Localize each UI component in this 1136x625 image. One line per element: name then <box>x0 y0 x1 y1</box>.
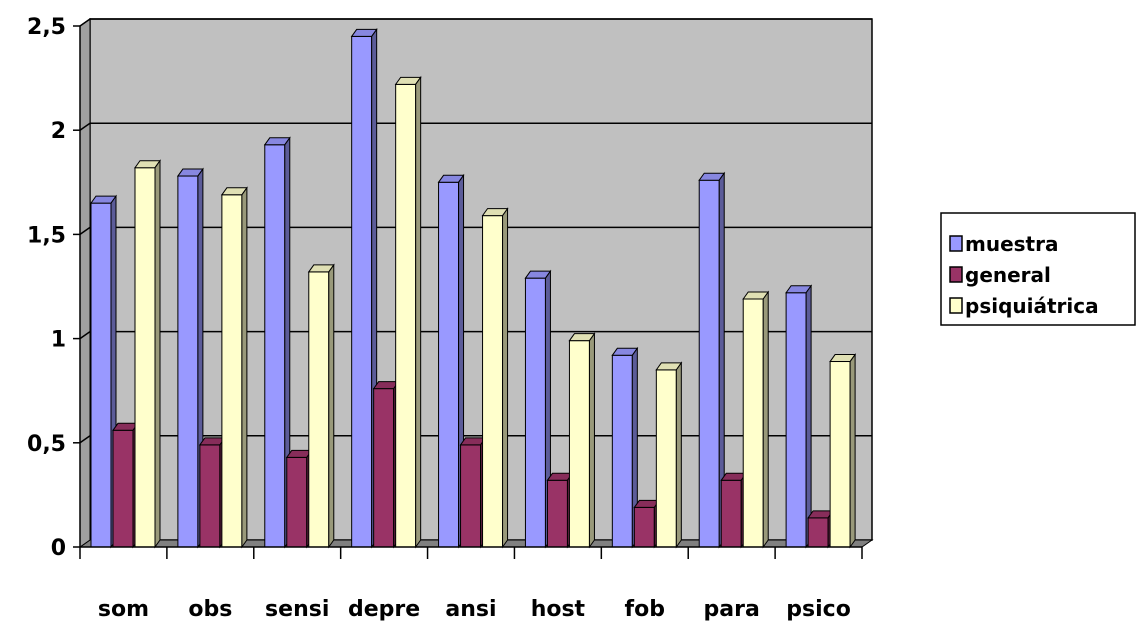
y-tick-label: 0 <box>51 536 66 561</box>
bar-side <box>805 284 812 549</box>
bar <box>829 352 857 549</box>
legend-swatch <box>949 235 963 252</box>
bar-front <box>264 144 286 548</box>
bar-front <box>460 444 482 548</box>
bar-side <box>502 207 509 549</box>
bar <box>807 509 835 549</box>
bar <box>350 27 378 549</box>
gridline <box>79 18 872 27</box>
bar-side <box>415 75 422 549</box>
y-tick-label: 1,5 <box>27 223 66 248</box>
bar <box>372 380 400 549</box>
bar-front <box>199 444 221 548</box>
bar-front <box>112 429 134 548</box>
gridline <box>79 435 872 444</box>
gridlines <box>79 18 872 444</box>
x-tick-label: ansi <box>445 597 496 622</box>
gridline <box>79 330 872 340</box>
bar-front <box>633 506 655 548</box>
bar-front <box>308 271 330 548</box>
bar-side <box>588 332 595 549</box>
x-tick-label: depre <box>348 597 420 622</box>
bar <box>176 167 204 549</box>
bar-front <box>655 369 677 548</box>
bar <box>437 173 465 549</box>
bar <box>742 290 770 549</box>
bar-side <box>675 361 682 549</box>
bar-front <box>90 202 112 548</box>
x-tick-label: obs <box>188 597 232 622</box>
plot-side-wall <box>79 18 91 548</box>
bar <box>394 75 422 549</box>
bar-front <box>438 181 460 548</box>
gridline <box>79 226 872 236</box>
bar-front <box>351 35 373 548</box>
bar <box>611 346 639 549</box>
bar-front <box>720 479 742 548</box>
bar-front <box>286 456 308 548</box>
bar <box>134 159 161 549</box>
bar <box>568 332 596 549</box>
bar-side <box>328 263 335 549</box>
legend-label: psiquiátrica <box>965 294 1099 318</box>
bar-front <box>134 167 156 548</box>
bar-side <box>154 159 161 549</box>
x-tick-label: som <box>98 597 149 622</box>
bar <box>785 284 813 549</box>
bar <box>263 136 291 549</box>
bar-front <box>373 388 395 548</box>
bar-front <box>785 292 807 548</box>
axes: 0 0,5 1 1,5 2 2,5 som obs sensi depre ansi host fob p… <box>27 15 863 622</box>
bar-front <box>829 361 851 548</box>
bar-front <box>611 354 633 548</box>
bar-front <box>524 277 546 548</box>
bar <box>524 269 552 549</box>
bar <box>459 436 487 549</box>
x-tick-label: fob <box>625 597 665 622</box>
bar-side <box>762 290 769 549</box>
bar-front <box>568 340 590 548</box>
bar-front <box>221 194 243 548</box>
bar-front <box>482 215 504 548</box>
bar-front <box>807 517 829 548</box>
y-tick-label: 2 <box>51 119 66 144</box>
y-tick-label: 2,5 <box>27 15 66 40</box>
bar <box>307 263 335 549</box>
x-tick-label: para <box>704 597 760 622</box>
gridline <box>79 122 872 131</box>
legend-box <box>940 212 1136 326</box>
bar <box>546 471 574 549</box>
legend-label: general <box>965 263 1051 287</box>
x-tick-label: sensi <box>265 597 329 622</box>
bar-front <box>395 83 417 548</box>
x-tick-label: host <box>531 597 586 622</box>
y-tick-label: 1 <box>51 328 66 353</box>
x-tick-label: psico <box>786 597 851 622</box>
legend-swatch <box>949 297 963 314</box>
bar-front <box>177 175 199 548</box>
bar-front <box>546 479 568 548</box>
bar-side <box>241 186 248 549</box>
legend-swatch <box>949 266 963 283</box>
bar <box>112 421 139 549</box>
legend-label: muestra <box>965 232 1058 256</box>
bar-side <box>849 352 856 549</box>
bar <box>633 498 661 549</box>
bar <box>720 471 748 549</box>
bar-front <box>742 298 764 548</box>
bar <box>220 186 248 549</box>
bar <box>198 436 226 549</box>
bar <box>698 171 726 549</box>
bars <box>90 27 857 549</box>
bar <box>481 207 509 549</box>
legend: muestra general psiquiátrica <box>940 212 1136 326</box>
bar-front <box>698 179 720 548</box>
y-tick-label: 0,5 <box>27 432 66 457</box>
bar <box>90 194 117 549</box>
bar <box>655 361 683 549</box>
bar <box>285 448 313 549</box>
